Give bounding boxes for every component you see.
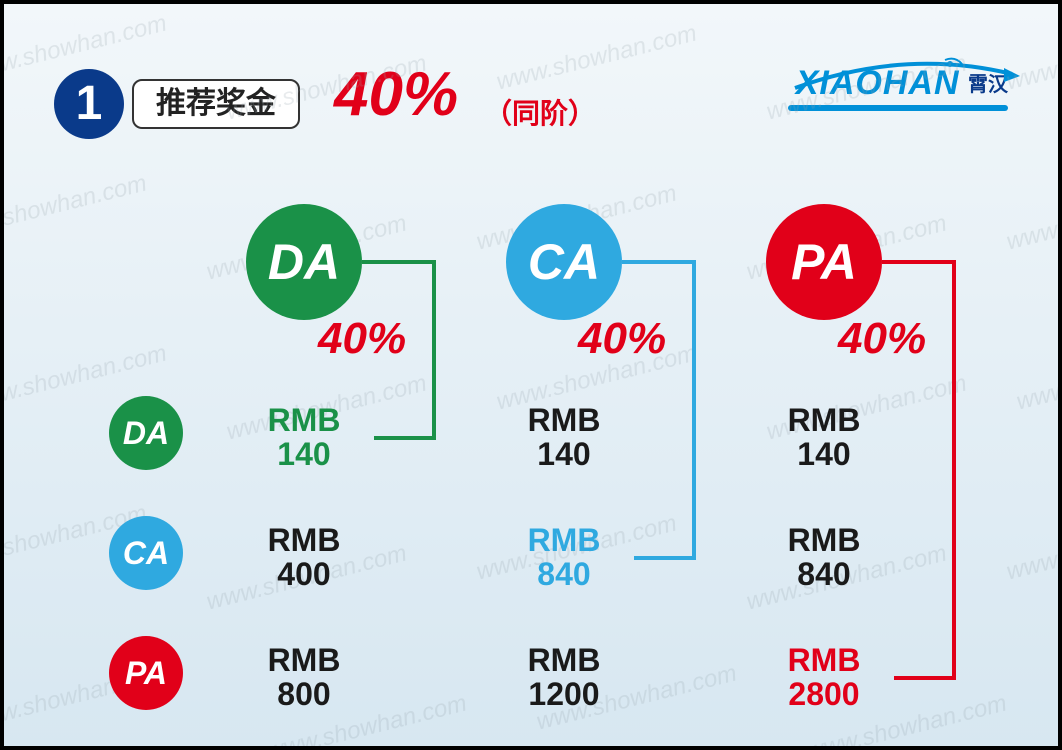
header-number-badge: 1	[54, 69, 124, 139]
value-currency: RMB	[504, 644, 624, 678]
value-currency: RMB	[504, 524, 624, 558]
value-amount: 1200	[504, 678, 624, 712]
column-percent: 40%	[838, 314, 926, 364]
watermark-text: www.showhan.com	[1014, 340, 1062, 417]
value-currency: RMB	[244, 644, 364, 678]
brand-logo-latin: XIAOHAN	[796, 64, 960, 103]
header-title: 推荐奖金	[132, 79, 300, 129]
column-percent: 40%	[578, 314, 666, 364]
value-currency: RMB	[764, 524, 884, 558]
header-subtext: （同阶）	[484, 92, 596, 132]
value-amount: 400	[244, 558, 364, 592]
value-amount: 840	[764, 558, 884, 592]
brand-logo-swoosh-icon	[790, 54, 1020, 98]
value-currency: RMB	[244, 404, 364, 438]
infographic-frame: 1 推荐奖金 40% （同阶） XIAOHAN 霄汉 www.showhan.c…	[0, 0, 1062, 750]
value-cell: RMB840	[764, 524, 884, 591]
value-cell: RMB2800	[764, 644, 884, 711]
value-cell: RMB140	[244, 404, 364, 471]
value-currency: RMB	[244, 524, 364, 558]
row-label-circle: DA	[109, 396, 183, 470]
value-amount: 140	[244, 438, 364, 472]
brand-logo-underline	[788, 105, 1008, 111]
column-head-circle: CA	[506, 204, 622, 320]
value-amount: 140	[504, 438, 624, 472]
value-cell: RMB1200	[504, 644, 624, 711]
value-amount: 800	[244, 678, 364, 712]
value-currency: RMB	[764, 404, 884, 438]
value-cell: RMB800	[244, 644, 364, 711]
value-cell: RMB400	[244, 524, 364, 591]
value-cell: RMB840	[504, 524, 624, 591]
column-head-circle: PA	[766, 204, 882, 320]
value-cell: RMB140	[764, 404, 884, 471]
watermark-text: www.showhan.com	[494, 20, 700, 97]
value-amount: 140	[764, 438, 884, 472]
column-percent: 40%	[318, 314, 406, 364]
value-amount: 840	[504, 558, 624, 592]
watermark-text: www.showhan.com	[1004, 510, 1062, 587]
value-currency: RMB	[504, 404, 624, 438]
row-label-circle: PA	[109, 636, 183, 710]
value-amount: 2800	[764, 678, 884, 712]
value-currency: RMB	[764, 644, 884, 678]
column-head-circle: DA	[246, 204, 362, 320]
watermark-text: www.showhan.com	[1004, 180, 1062, 257]
value-cell: RMB140	[504, 404, 624, 471]
header-percent: 40%	[334, 59, 458, 130]
brand-logo: XIAOHAN 霄汉	[788, 64, 1008, 111]
watermark-text: www.showhan.com	[0, 170, 150, 247]
row-label-circle: CA	[109, 516, 183, 590]
